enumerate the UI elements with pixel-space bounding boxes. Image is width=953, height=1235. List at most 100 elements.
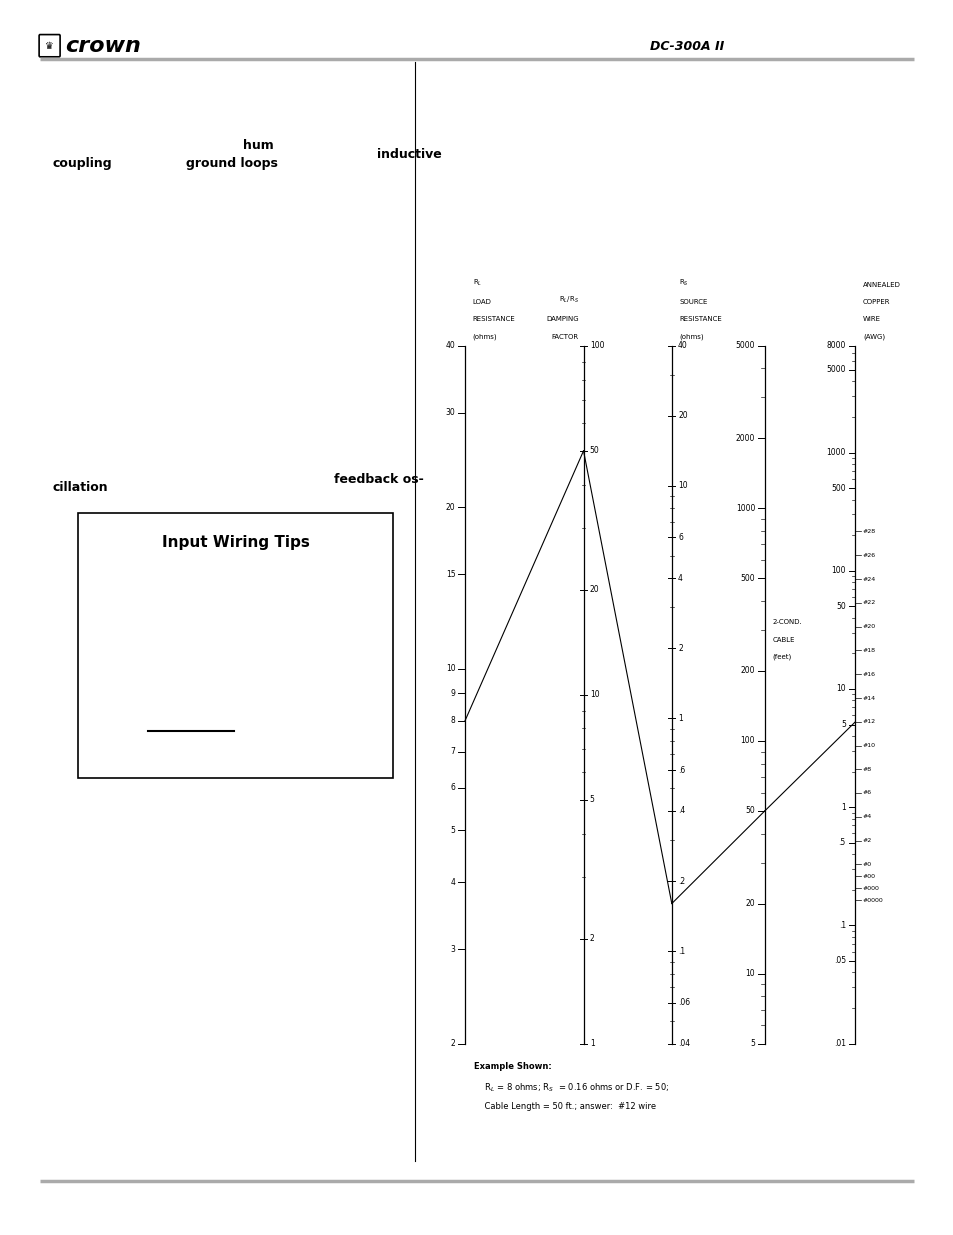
Text: 50: 50 bbox=[744, 806, 755, 815]
Text: 30: 30 bbox=[445, 409, 455, 417]
Text: coupling: coupling bbox=[52, 157, 112, 169]
Text: DC-300A II: DC-300A II bbox=[649, 41, 723, 53]
Text: CABLE: CABLE bbox=[772, 636, 794, 642]
Text: 4: 4 bbox=[678, 574, 682, 583]
Text: 1: 1 bbox=[589, 1039, 594, 1049]
Text: 6: 6 bbox=[450, 783, 455, 792]
Text: #2: #2 bbox=[862, 839, 871, 844]
Text: .6: .6 bbox=[678, 766, 684, 774]
Text: (AWG): (AWG) bbox=[862, 333, 884, 340]
Text: #14: #14 bbox=[862, 695, 875, 700]
Text: 10: 10 bbox=[589, 690, 598, 699]
Text: #28: #28 bbox=[862, 529, 875, 534]
FancyBboxPatch shape bbox=[39, 35, 60, 57]
Text: .01: .01 bbox=[833, 1039, 845, 1049]
Text: 8: 8 bbox=[451, 716, 455, 725]
Text: Example Shown:: Example Shown: bbox=[474, 1062, 552, 1071]
Text: 500: 500 bbox=[830, 484, 845, 493]
Text: 10: 10 bbox=[745, 969, 755, 978]
Text: 2: 2 bbox=[451, 1039, 455, 1049]
Text: 1000: 1000 bbox=[735, 504, 755, 513]
Text: Cable Length = 50 ft.; answer:  #12 wire: Cable Length = 50 ft.; answer: #12 wire bbox=[474, 1102, 656, 1110]
Text: Input Wiring Tips: Input Wiring Tips bbox=[161, 535, 310, 550]
Text: R$_L$ = 8 ohms; R$_S$  = 0.16 ohms or D.F. = 50;: R$_L$ = 8 ohms; R$_S$ = 0.16 ohms or D.F… bbox=[474, 1082, 669, 1094]
Text: 9: 9 bbox=[450, 689, 455, 698]
Text: hum: hum bbox=[243, 140, 274, 152]
Text: 7: 7 bbox=[450, 747, 455, 756]
Text: 8000: 8000 bbox=[825, 341, 845, 351]
Text: 40: 40 bbox=[445, 341, 455, 351]
Text: #22: #22 bbox=[862, 600, 875, 605]
Text: #18: #18 bbox=[862, 648, 875, 653]
Text: .1: .1 bbox=[838, 921, 845, 930]
Text: #24: #24 bbox=[862, 577, 875, 582]
Text: crown: crown bbox=[65, 36, 141, 56]
Text: R$_L$/R$_S$: R$_L$/R$_S$ bbox=[558, 295, 578, 305]
Text: #4: #4 bbox=[862, 814, 871, 819]
Text: cillation: cillation bbox=[52, 482, 108, 494]
Text: .2: .2 bbox=[678, 877, 684, 885]
Text: 20: 20 bbox=[445, 503, 455, 511]
Text: 2-COND.: 2-COND. bbox=[772, 619, 801, 625]
Text: #20: #20 bbox=[862, 624, 875, 630]
Bar bbox=[78, 513, 393, 778]
Text: ANNEALED: ANNEALED bbox=[862, 282, 900, 288]
Text: 2: 2 bbox=[589, 934, 594, 944]
Text: 1: 1 bbox=[841, 803, 845, 811]
Text: COPPER: COPPER bbox=[862, 299, 889, 305]
Text: 20: 20 bbox=[745, 899, 755, 908]
Text: 1: 1 bbox=[678, 714, 682, 722]
Text: 2: 2 bbox=[678, 643, 682, 653]
Text: 40: 40 bbox=[678, 341, 687, 351]
Text: 50: 50 bbox=[589, 446, 598, 456]
Text: 5: 5 bbox=[450, 826, 455, 835]
Text: #6: #6 bbox=[862, 790, 871, 795]
Text: inductive: inductive bbox=[376, 148, 441, 161]
Text: .06: .06 bbox=[678, 998, 689, 1007]
Text: 500: 500 bbox=[740, 574, 755, 583]
Text: 5: 5 bbox=[749, 1039, 755, 1049]
Text: R$_L$: R$_L$ bbox=[472, 278, 481, 288]
Text: DAMPING: DAMPING bbox=[545, 316, 578, 322]
Text: #10: #10 bbox=[862, 743, 875, 748]
Text: 100: 100 bbox=[740, 736, 755, 746]
Text: 50: 50 bbox=[835, 601, 845, 611]
Text: ♛: ♛ bbox=[45, 41, 54, 51]
Text: 1000: 1000 bbox=[825, 448, 845, 457]
Text: (feet): (feet) bbox=[772, 653, 791, 659]
Text: #16: #16 bbox=[862, 672, 875, 677]
Text: (ohms): (ohms) bbox=[679, 333, 703, 340]
Text: 100: 100 bbox=[830, 567, 845, 576]
Text: 10: 10 bbox=[678, 482, 687, 490]
Text: 3: 3 bbox=[450, 945, 455, 953]
Text: ground loops: ground loops bbox=[186, 157, 277, 169]
Text: FACTOR: FACTOR bbox=[551, 333, 578, 340]
Text: LOAD: LOAD bbox=[472, 299, 491, 305]
Text: 6: 6 bbox=[678, 534, 682, 542]
Text: .04: .04 bbox=[678, 1039, 689, 1049]
Text: .1: .1 bbox=[678, 946, 684, 956]
Text: (ohms): (ohms) bbox=[472, 333, 497, 340]
Text: 200: 200 bbox=[740, 667, 755, 676]
Text: #8: #8 bbox=[862, 767, 871, 772]
Text: 20: 20 bbox=[589, 585, 598, 594]
Text: RESISTANCE: RESISTANCE bbox=[472, 316, 515, 322]
Text: 5000: 5000 bbox=[825, 366, 845, 374]
Text: SOURCE: SOURCE bbox=[679, 299, 707, 305]
Text: .5: .5 bbox=[838, 839, 845, 847]
Text: 10: 10 bbox=[445, 664, 455, 673]
Text: #0000: #0000 bbox=[862, 898, 882, 903]
Text: #00: #00 bbox=[862, 874, 875, 879]
Text: .05: .05 bbox=[833, 956, 845, 966]
Text: #12: #12 bbox=[862, 719, 875, 725]
Text: .4: .4 bbox=[678, 806, 684, 815]
Text: 10: 10 bbox=[835, 684, 845, 694]
Text: #26: #26 bbox=[862, 553, 875, 558]
Text: 2000: 2000 bbox=[735, 433, 755, 443]
Text: 4: 4 bbox=[450, 878, 455, 887]
Text: feedback os-: feedback os- bbox=[334, 473, 423, 485]
Text: R$_S$: R$_S$ bbox=[679, 278, 689, 288]
Text: 100: 100 bbox=[589, 341, 603, 351]
Text: 15: 15 bbox=[445, 569, 455, 579]
Text: #000: #000 bbox=[862, 885, 879, 890]
